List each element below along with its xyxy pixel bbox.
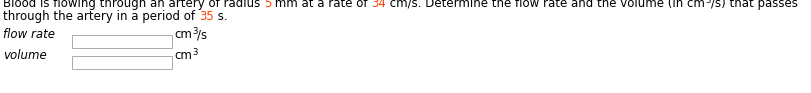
Text: 3: 3 xyxy=(706,0,710,5)
Text: through the artery in a period of: through the artery in a period of xyxy=(3,10,199,23)
Text: /s) that passes: /s) that passes xyxy=(710,0,798,10)
Text: Blood is flowing through an artery of radius: Blood is flowing through an artery of ra… xyxy=(3,0,264,10)
Text: cm: cm xyxy=(174,28,192,41)
Text: volume: volume xyxy=(3,49,47,62)
Bar xyxy=(72,56,172,69)
Text: 35: 35 xyxy=(199,10,213,23)
Text: 34: 34 xyxy=(371,0,387,10)
Text: 3: 3 xyxy=(192,48,197,57)
Text: flow rate: flow rate xyxy=(3,28,55,41)
Bar xyxy=(72,35,172,48)
Text: 3: 3 xyxy=(192,27,197,36)
Text: cm/s. Determine the flow rate and the volume (in cm: cm/s. Determine the flow rate and the vo… xyxy=(387,0,706,10)
Text: 5: 5 xyxy=(264,0,272,10)
Text: s.: s. xyxy=(213,10,227,23)
Text: /s: /s xyxy=(197,28,208,41)
Text: mm at a rate of: mm at a rate of xyxy=(272,0,371,10)
Text: cm: cm xyxy=(174,49,192,62)
